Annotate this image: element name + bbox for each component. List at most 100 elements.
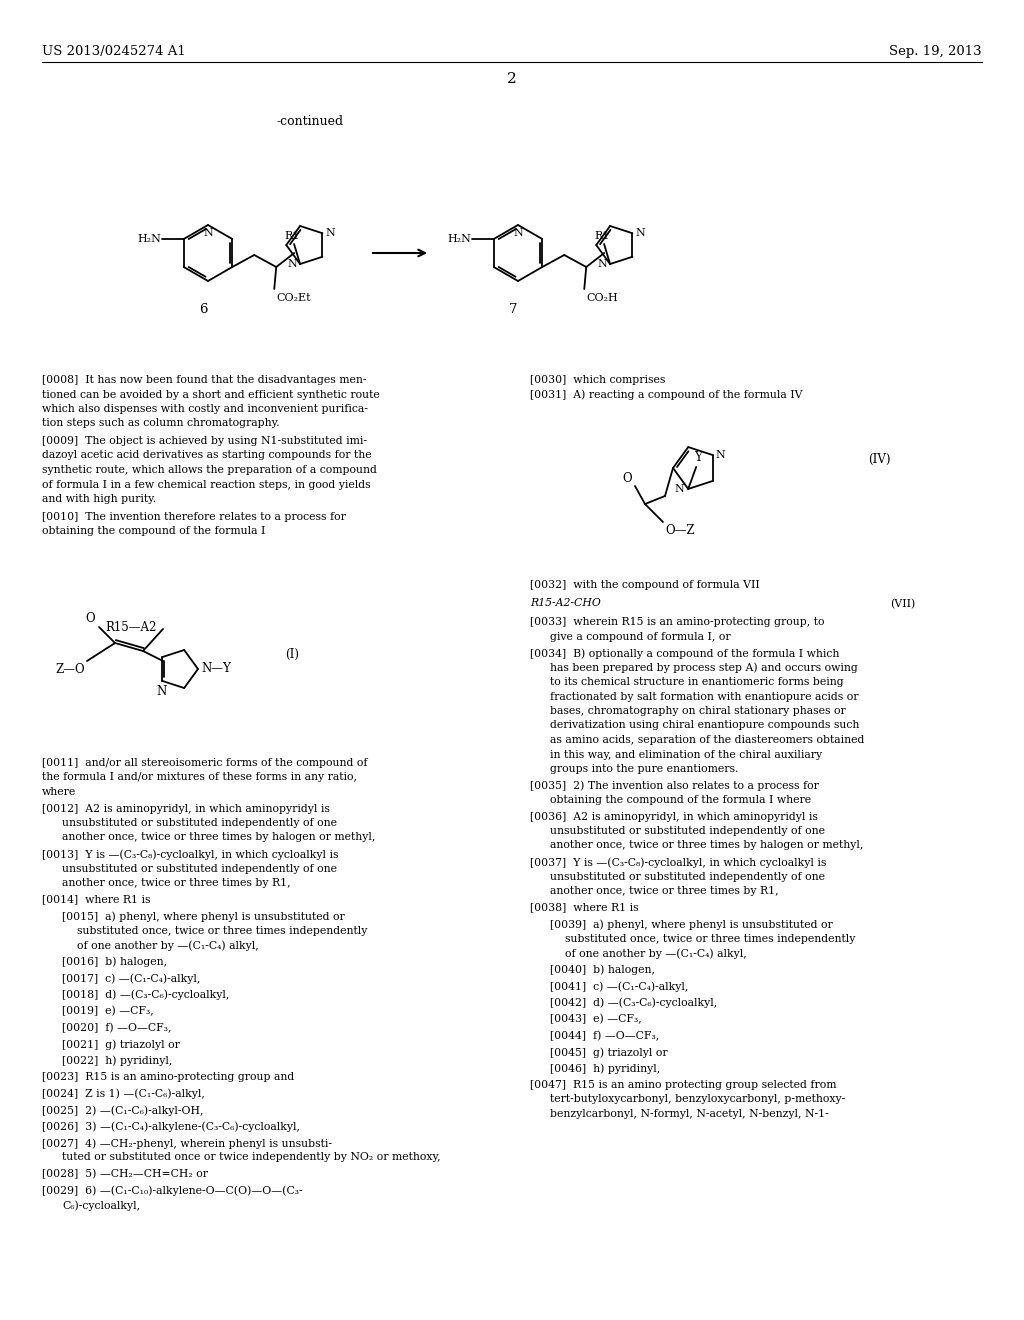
Text: R15—A2: R15—A2 — [105, 620, 157, 634]
Text: [0016]  b) halogen,: [0016] b) halogen, — [62, 957, 167, 968]
Text: [0031]  A) reacting a compound of the formula IV: [0031] A) reacting a compound of the for… — [530, 389, 803, 400]
Text: [0020]  f) —O—CF₃,: [0020] f) —O—CF₃, — [62, 1023, 171, 1032]
Text: [0019]  e) —CF₃,: [0019] e) —CF₃, — [62, 1006, 154, 1016]
Text: unsubstituted or substituted independently of one: unsubstituted or substituted independent… — [550, 871, 825, 882]
Text: another once, twice or three times by halogen or methyl,: another once, twice or three times by ha… — [550, 841, 863, 850]
Text: H₂N: H₂N — [447, 234, 472, 244]
Text: R15-A2-CHO: R15-A2-CHO — [530, 598, 601, 609]
Text: [0021]  g) triazolyl or: [0021] g) triazolyl or — [62, 1039, 180, 1049]
Text: benzylcarbonyl, N-formyl, N-acetyl, N-benzyl, N-1-: benzylcarbonyl, N-formyl, N-acetyl, N-be… — [550, 1109, 828, 1119]
Text: has been prepared by process step A) and occurs owing: has been prepared by process step A) and… — [550, 663, 858, 673]
Text: tioned can be avoided by a short and efficient synthetic route: tioned can be avoided by a short and eff… — [42, 389, 380, 400]
Text: Z—O: Z—O — [55, 663, 85, 676]
Text: substituted once, twice or three times independently: substituted once, twice or three times i… — [77, 925, 368, 936]
Text: substituted once, twice or three times independently: substituted once, twice or three times i… — [565, 933, 855, 944]
Text: bases, chromatography on chiral stationary phases or: bases, chromatography on chiral stationa… — [550, 706, 846, 715]
Text: O: O — [85, 612, 95, 624]
Text: in this way, and elimination of the chiral auxiliary: in this way, and elimination of the chir… — [550, 750, 822, 759]
Text: unsubstituted or substituted independently of one: unsubstituted or substituted independent… — [550, 826, 825, 836]
Text: [0041]  c) —(C₁-C₄)-alkyl,: [0041] c) —(C₁-C₄)-alkyl, — [550, 981, 688, 991]
Text: CO₂H: CO₂H — [587, 293, 618, 304]
Text: (I): (I) — [285, 648, 299, 661]
Text: [0029]  6) —(C₁-C₁₀)-alkylene-O—C(O)—O—(C₃-: [0029] 6) —(C₁-C₁₀)-alkylene-O—C(O)—O—(C… — [42, 1185, 303, 1196]
Text: (VII): (VII) — [890, 598, 915, 609]
Text: which also dispenses with costly and inconvenient purifica-: which also dispenses with costly and inc… — [42, 404, 368, 414]
Text: Sep. 19, 2013: Sep. 19, 2013 — [890, 45, 982, 58]
Text: [0037]  Y is —(C₃-C₈)-cycloalkyl, in which cycloalkyl is: [0037] Y is —(C₃-C₈)-cycloalkyl, in whic… — [530, 857, 826, 867]
Text: R1: R1 — [594, 231, 609, 242]
Text: O—Z: O—Z — [665, 524, 694, 537]
Text: [0011]  and/or all stereoisomeric forms of the compound of: [0011] and/or all stereoisomeric forms o… — [42, 758, 368, 768]
Text: [0039]  a) phenyl, where phenyl is unsubstituted or: [0039] a) phenyl, where phenyl is unsubs… — [550, 919, 833, 929]
Text: [0033]  wherein R15 is an amino-protecting group, to: [0033] wherein R15 is an amino-protectin… — [530, 616, 824, 627]
Text: [0036]  A2 is aminopyridyl, in which aminopyridyl is: [0036] A2 is aminopyridyl, in which amin… — [530, 812, 818, 821]
Text: [0012]  A2 is aminopyridyl, in which aminopyridyl is: [0012] A2 is aminopyridyl, in which amin… — [42, 804, 330, 813]
Text: tert-butyloxycarbonyl, benzyloxycarbonyl, p-methoxy-: tert-butyloxycarbonyl, benzyloxycarbonyl… — [550, 1094, 845, 1105]
Text: N: N — [513, 228, 523, 238]
Text: [0030]  which comprises: [0030] which comprises — [530, 375, 666, 385]
Text: [0010]  The invention therefore relates to a process for: [0010] The invention therefore relates t… — [42, 511, 346, 521]
Text: N: N — [326, 228, 335, 238]
Text: [0023]  R15 is an amino-protecting group and: [0023] R15 is an amino-protecting group … — [42, 1072, 294, 1082]
Text: [0046]  h) pyridinyl,: [0046] h) pyridinyl, — [550, 1064, 660, 1074]
Text: tuted or substituted once or twice independently by NO₂ or methoxy,: tuted or substituted once or twice indep… — [62, 1152, 440, 1163]
Text: [0038]  where R1 is: [0038] where R1 is — [530, 903, 639, 912]
Text: [0018]  d) —(C₃-C₆)-cycloalkyl,: [0018] d) —(C₃-C₆)-cycloalkyl, — [62, 990, 229, 1001]
Text: give a compound of formula I, or: give a compound of formula I, or — [550, 631, 731, 642]
Text: N: N — [288, 259, 297, 269]
Text: [0044]  f) —O—CF₃,: [0044] f) —O—CF₃, — [550, 1031, 659, 1041]
Text: as amino acids, separation of the diastereomers obtained: as amino acids, separation of the diaste… — [550, 735, 864, 744]
Text: tion steps such as column chromatography.: tion steps such as column chromatography… — [42, 418, 280, 429]
Text: [0015]  a) phenyl, where phenyl is unsubstituted or: [0015] a) phenyl, where phenyl is unsubs… — [62, 911, 345, 921]
Text: CO₂Et: CO₂Et — [276, 293, 311, 304]
Text: obtaining the compound of the formula I where: obtaining the compound of the formula I … — [550, 795, 811, 805]
Text: C₆)-cycloalkyl,: C₆)-cycloalkyl, — [62, 1200, 140, 1210]
Text: [0034]  B) optionally a compound of the formula I which: [0034] B) optionally a compound of the f… — [530, 648, 840, 659]
Text: and with high purity.: and with high purity. — [42, 494, 156, 504]
Text: unsubstituted or substituted independently of one: unsubstituted or substituted independent… — [62, 863, 337, 874]
Text: (IV): (IV) — [868, 453, 891, 466]
Text: [0017]  c) —(C₁-C₄)-alkyl,: [0017] c) —(C₁-C₄)-alkyl, — [62, 973, 201, 983]
Text: [0008]  It has now been found that the disadvantages men-: [0008] It has now been found that the di… — [42, 375, 367, 385]
Text: N: N — [157, 685, 167, 698]
Text: 7: 7 — [509, 304, 517, 315]
Text: to its chemical structure in enantiomeric forms being: to its chemical structure in enantiomeri… — [550, 677, 844, 686]
Text: [0024]  Z is 1) —(C₁-C₆)-alkyl,: [0024] Z is 1) —(C₁-C₆)-alkyl, — [42, 1089, 205, 1100]
Text: synthetic route, which allows the preparation of a compound: synthetic route, which allows the prepar… — [42, 465, 377, 475]
Text: [0027]  4) —CH₂-phenyl, wherein phenyl is unsubsti-: [0027] 4) —CH₂-phenyl, wherein phenyl is… — [42, 1138, 332, 1148]
Text: [0014]  where R1 is: [0014] where R1 is — [42, 895, 151, 904]
Text: [0028]  5) —CH₂—CH=CH₂ or: [0028] 5) —CH₂—CH=CH₂ or — [42, 1170, 208, 1179]
Text: of formula I in a few chemical reaction steps, in good yields: of formula I in a few chemical reaction … — [42, 479, 371, 490]
Text: 2: 2 — [507, 73, 517, 86]
Text: N: N — [636, 228, 645, 238]
Text: of one another by —(C₁-C₄) alkyl,: of one another by —(C₁-C₄) alkyl, — [77, 940, 259, 950]
Text: N: N — [597, 259, 607, 269]
Text: the formula I and/or mixtures of these forms in any ratio,: the formula I and/or mixtures of these f… — [42, 772, 357, 783]
Text: [0043]  e) —CF₃,: [0043] e) —CF₃, — [550, 1014, 642, 1024]
Text: [0035]  2) The invention also relates to a process for: [0035] 2) The invention also relates to … — [530, 780, 819, 791]
Text: -continued: -continued — [276, 115, 344, 128]
Text: derivatization using chiral enantiopure compounds such: derivatization using chiral enantiopure … — [550, 721, 859, 730]
Text: [0040]  b) halogen,: [0040] b) halogen, — [550, 965, 655, 975]
Text: [0032]  with the compound of formula VII: [0032] with the compound of formula VII — [530, 579, 760, 590]
Text: where: where — [42, 787, 76, 797]
Text: [0042]  d) —(C₃-C₆)-cycloalkyl,: [0042] d) —(C₃-C₆)-cycloalkyl, — [550, 998, 717, 1008]
Text: US 2013/0245274 A1: US 2013/0245274 A1 — [42, 45, 185, 58]
Text: dazoyl acetic acid derivatives as starting compounds for the: dazoyl acetic acid derivatives as starti… — [42, 450, 372, 461]
Text: another once, twice or three times by R1,: another once, twice or three times by R1… — [62, 878, 291, 888]
Text: N: N — [675, 484, 684, 494]
Text: obtaining the compound of the formula I: obtaining the compound of the formula I — [42, 525, 265, 536]
Text: [0009]  The object is achieved by using N1-substituted imi-: [0009] The object is achieved by using N… — [42, 436, 367, 446]
Text: another once, twice or three times by halogen or methyl,: another once, twice or three times by ha… — [62, 833, 376, 842]
Text: N: N — [716, 450, 726, 461]
Text: [0025]  2) —(C₁-C₆)-alkyl-OH,: [0025] 2) —(C₁-C₆)-alkyl-OH, — [42, 1105, 204, 1115]
Text: H₂N: H₂N — [138, 234, 162, 244]
Text: N—Y: N—Y — [201, 663, 230, 676]
Text: O: O — [623, 473, 632, 484]
Text: [0047]  R15 is an amino protecting group selected from: [0047] R15 is an amino protecting group … — [530, 1080, 837, 1090]
Text: R1: R1 — [285, 231, 300, 242]
Text: N: N — [203, 228, 213, 238]
Text: another once, twice or three times by R1,: another once, twice or three times by R1… — [550, 886, 778, 896]
Text: [0013]  Y is —(C₃-C₈)-cycloalkyl, in which cycloalkyl is: [0013] Y is —(C₃-C₈)-cycloalkyl, in whic… — [42, 849, 339, 859]
Text: [0026]  3) —(C₁-C₄)-alkylene-(C₃-C₆)-cycloalkyl,: [0026] 3) —(C₁-C₄)-alkylene-(C₃-C₆)-cycl… — [42, 1122, 300, 1133]
